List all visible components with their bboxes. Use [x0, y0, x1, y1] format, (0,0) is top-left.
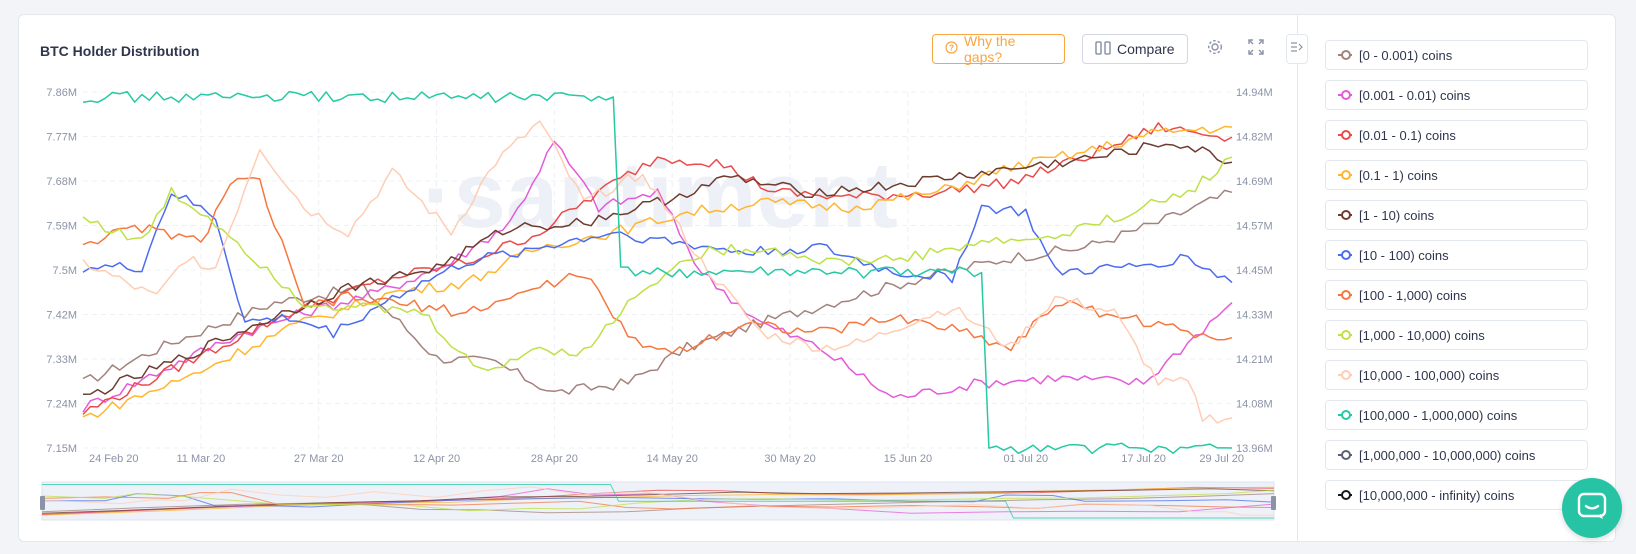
legend-item[interactable]: [1,000 - 10,000) coins: [1325, 320, 1588, 350]
legend-swatch: [1338, 210, 1352, 220]
chart-title: BTC Holder Distribution: [40, 43, 199, 59]
legend: [0 - 0.001) coins [0.001 - 0.01) coins [0.…: [1325, 40, 1588, 520]
panel-divider: [1297, 14, 1298, 542]
legend-label: [100 - 1,000) coins: [1359, 288, 1467, 303]
legend-swatch: [1338, 290, 1352, 300]
compare-button[interactable]: Compare: [1082, 34, 1188, 64]
legend-swatch: [1338, 450, 1352, 460]
legend-label: [0 - 0.001) coins: [1359, 48, 1452, 63]
legend-label: [100,000 - 1,000,000) coins: [1359, 408, 1517, 423]
legend-item[interactable]: [10,000 - 100,000) coins: [1325, 360, 1588, 390]
legend-item[interactable]: [0.01 - 0.1) coins: [1325, 120, 1588, 150]
legend-swatch: [1338, 90, 1352, 100]
legend-item[interactable]: [1 - 10) coins: [1325, 200, 1588, 230]
legend-item[interactable]: [10,000,000 - infinity) coins: [1325, 480, 1588, 510]
legend-item[interactable]: [10 - 100) coins: [1325, 240, 1588, 270]
legend-swatch: [1338, 130, 1352, 140]
compare-label: Compare: [1117, 41, 1175, 57]
chat-icon: [1577, 492, 1607, 525]
legend-item[interactable]: [100 - 1,000) coins: [1325, 280, 1588, 310]
chat-launcher[interactable]: [1562, 478, 1622, 538]
columns-icon: [1095, 41, 1111, 58]
collapse-sidebar-icon: [1290, 40, 1304, 58]
legend-swatch: [1338, 490, 1352, 500]
legend-label: [1,000 - 10,000) coins: [1359, 328, 1485, 343]
legend-swatch: [1338, 330, 1352, 340]
legend-label: [0.01 - 0.1) coins: [1359, 128, 1456, 143]
expand-icon: [1247, 38, 1265, 61]
legend-label: [1,000,000 - 10,000,000) coins: [1359, 448, 1535, 463]
svg-text:?: ?: [949, 43, 954, 53]
legend-swatch: [1338, 370, 1352, 380]
legend-item[interactable]: [0.001 - 0.01) coins: [1325, 80, 1588, 110]
legend-item[interactable]: [1,000,000 - 10,000,000) coins: [1325, 440, 1588, 470]
why-gaps-button[interactable]: ? Why the gaps?: [932, 34, 1065, 64]
legend-swatch: [1338, 250, 1352, 260]
legend-label: [10 - 100) coins: [1359, 248, 1449, 263]
legend-item[interactable]: [100,000 - 1,000,000) coins: [1325, 400, 1588, 430]
gear-icon: [1206, 38, 1224, 61]
why-gaps-label: Why the gaps?: [964, 33, 1052, 65]
legend-label: [10,000,000 - infinity) coins: [1359, 488, 1514, 503]
legend-item[interactable]: [0.1 - 1) coins: [1325, 160, 1588, 190]
settings-button[interactable]: [1204, 38, 1226, 60]
legend-swatch: [1338, 410, 1352, 420]
legend-label: [0.001 - 0.01) coins: [1359, 88, 1470, 103]
legend-label: [10,000 - 100,000) coins: [1359, 368, 1499, 383]
legend-swatch: [1338, 170, 1352, 180]
legend-swatch: [1338, 50, 1352, 60]
legend-label: [0.1 - 1) coins: [1359, 168, 1438, 183]
legend-label: [1 - 10) coins: [1359, 208, 1434, 223]
collapse-sidebar-button[interactable]: [1286, 34, 1308, 64]
question-circle-icon: ?: [945, 41, 958, 57]
fullscreen-button[interactable]: [1245, 38, 1267, 60]
legend-item[interactable]: [0 - 0.001) coins: [1325, 40, 1588, 70]
